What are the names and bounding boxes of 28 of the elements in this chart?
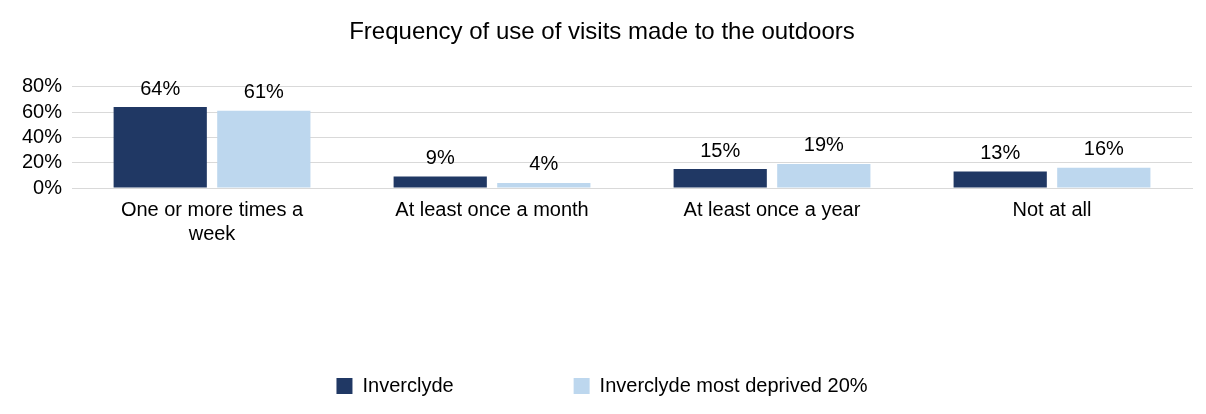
data-label: 4% <box>529 152 559 175</box>
bar <box>217 110 311 188</box>
data-label: 9% <box>425 146 455 169</box>
bar <box>113 107 207 188</box>
bar <box>1057 167 1151 188</box>
bar <box>673 169 767 188</box>
y-tick-label: 0% <box>33 175 63 198</box>
data-label: 19% <box>803 133 845 156</box>
y-tick-label: 40% <box>22 124 63 147</box>
legend-label: Inverclyde <box>362 373 454 396</box>
bar <box>953 171 1047 188</box>
data-label: 16% <box>1083 137 1125 160</box>
y-tick-label: 60% <box>22 99 63 122</box>
bar <box>497 182 591 188</box>
bar <box>777 163 871 188</box>
legend-label: Inverclyde most deprived 20% <box>599 373 868 396</box>
x-tick-label: One or more times a week <box>120 197 305 244</box>
chart-title: Frequency of use of visits made to the outdoors <box>349 17 855 45</box>
data-label: 13% <box>980 141 1021 164</box>
x-tick-label: At least once a month <box>395 197 589 220</box>
bar <box>393 176 487 188</box>
x-tick-label: At least once a year <box>683 197 861 220</box>
data-label: 64% <box>140 76 181 99</box>
y-tick-label: 20% <box>22 150 63 173</box>
y-tick-label: 80% <box>22 74 63 97</box>
x-tick-label: Not at all <box>1012 197 1092 220</box>
data-label: 15% <box>700 138 741 161</box>
data-label: 61% <box>243 80 285 103</box>
